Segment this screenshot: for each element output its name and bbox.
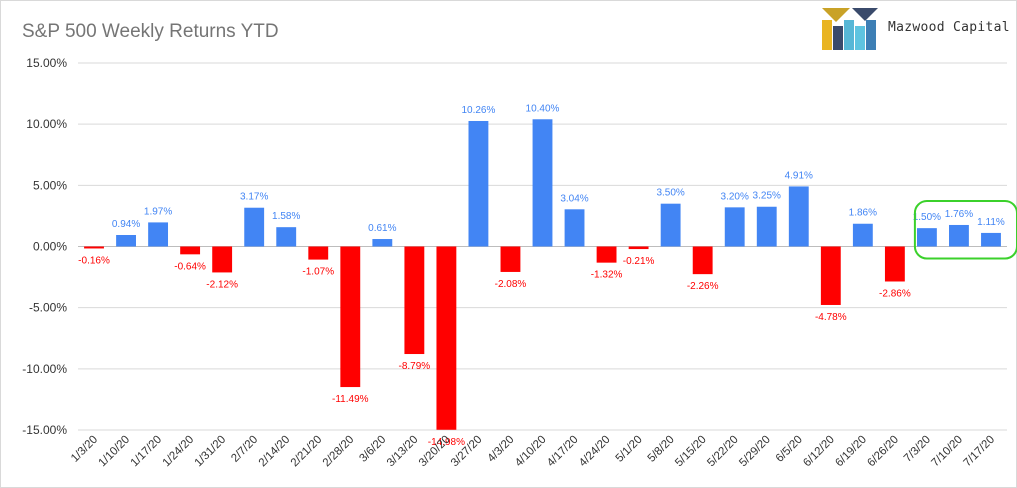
data-label: 1.58% xyxy=(272,211,300,222)
data-label: -11.49% xyxy=(332,394,369,405)
bar xyxy=(436,246,457,430)
data-label: -0.21% xyxy=(623,256,655,267)
bar xyxy=(468,120,489,247)
data-label: -14.98% xyxy=(428,437,465,448)
data-label: 1.76% xyxy=(945,209,973,220)
data-label: 4.91% xyxy=(785,170,813,181)
x-tick-label: 7/3/20 xyxy=(902,434,933,465)
y-tick-label: -5.00% xyxy=(29,301,67,315)
data-label: -2.26% xyxy=(687,281,719,292)
data-label: 0.61% xyxy=(368,223,396,234)
x-tick-label: 6/19/20 xyxy=(833,434,869,470)
data-label: 3.04% xyxy=(560,193,588,204)
x-tick-label: 1/31/20 xyxy=(193,434,229,470)
x-tick-label: 7/10/20 xyxy=(929,434,965,470)
bar xyxy=(724,207,745,247)
x-tick-label: 4/24/20 xyxy=(577,434,613,470)
bar xyxy=(84,246,104,249)
logo-mark-icon xyxy=(822,8,878,50)
y-tick-label: 10.00% xyxy=(26,117,67,131)
bar xyxy=(116,235,136,247)
company-logo: Mazwood Capital xyxy=(822,6,1012,52)
data-label: -2.12% xyxy=(206,279,238,290)
bar xyxy=(981,232,1001,247)
data-label: 3.17% xyxy=(240,192,268,203)
bar xyxy=(788,186,809,247)
x-tick-label: 4/17/20 xyxy=(545,434,581,470)
x-tick-label: 2/7/20 xyxy=(229,434,260,465)
data-label: 0.94% xyxy=(112,219,140,230)
x-tick-label: 4/3/20 xyxy=(485,434,516,465)
data-label: -0.64% xyxy=(174,261,206,272)
bar xyxy=(820,246,841,305)
bar xyxy=(884,246,905,282)
data-label: -2.86% xyxy=(879,288,911,299)
x-tick-label: 1/24/20 xyxy=(161,434,197,470)
bar xyxy=(692,246,713,275)
bar xyxy=(340,246,361,388)
data-label: 1.11% xyxy=(977,217,1005,228)
x-tick-label: 6/5/20 xyxy=(774,434,805,465)
data-label: 1.97% xyxy=(144,206,172,217)
chart-title: S&P 500 Weekly Returns YTD xyxy=(22,21,279,42)
y-tick-label: 15.00% xyxy=(26,56,67,70)
data-label: -8.79% xyxy=(399,361,431,372)
data-label: -0.16% xyxy=(78,255,110,266)
bar xyxy=(596,246,617,263)
bar xyxy=(564,209,585,247)
bar xyxy=(852,223,873,247)
bar xyxy=(244,207,265,247)
x-tick-label: 3/13/20 xyxy=(385,434,421,470)
x-tick-label: 5/1/20 xyxy=(614,434,645,465)
x-tick-label: 1/17/20 xyxy=(129,434,165,470)
bar xyxy=(532,119,553,247)
x-tick-label: 6/12/20 xyxy=(801,434,837,470)
bar xyxy=(372,239,393,247)
bar xyxy=(628,246,649,250)
bar xyxy=(180,246,201,255)
bar xyxy=(276,227,297,247)
data-label: 1.86% xyxy=(849,208,877,219)
y-tick-label: 5.00% xyxy=(33,178,67,192)
x-tick-label: 5/15/20 xyxy=(673,434,709,470)
bar xyxy=(500,246,521,272)
x-tick-label: 4/10/20 xyxy=(513,434,549,470)
x-tick-label: 2/21/20 xyxy=(289,434,325,470)
data-label: -2.08% xyxy=(495,279,527,290)
x-tick-label: 5/29/20 xyxy=(737,434,773,470)
data-label: -4.78% xyxy=(815,312,847,323)
data-label: 3.50% xyxy=(656,188,684,199)
x-tick-label: 3/6/20 xyxy=(357,434,388,465)
x-tick-label: 1/10/20 xyxy=(97,434,133,470)
y-tick-label: -10.00% xyxy=(22,362,67,376)
data-label: -1.32% xyxy=(591,270,623,281)
bar xyxy=(660,203,681,247)
bar xyxy=(308,246,329,260)
x-tick-label: 5/8/20 xyxy=(646,434,677,465)
bar xyxy=(148,222,169,247)
bar xyxy=(212,246,233,273)
x-tick-label: 7/17/20 xyxy=(961,434,997,470)
y-tick-label: 0.00% xyxy=(33,240,67,254)
data-label: 3.25% xyxy=(753,191,781,202)
x-tick-label: 6/26/20 xyxy=(865,434,901,470)
bar xyxy=(756,206,777,247)
data-label: 3.20% xyxy=(721,191,749,202)
data-label: -1.07% xyxy=(302,267,334,278)
x-tick-label: 2/14/20 xyxy=(257,434,293,470)
data-label: 1.50% xyxy=(913,212,941,223)
logo-text: Mazwood Capital xyxy=(888,20,1010,35)
x-tick-label: 5/22/20 xyxy=(705,434,741,470)
bar xyxy=(404,246,425,355)
bar xyxy=(916,228,937,247)
data-label: 10.26% xyxy=(461,105,495,116)
data-label: 10.40% xyxy=(526,103,560,114)
x-tick-label: 1/3/20 xyxy=(69,434,100,465)
x-tick-label: 2/28/20 xyxy=(321,434,357,470)
y-tick-label: -15.00% xyxy=(22,423,67,437)
bar xyxy=(949,224,969,247)
